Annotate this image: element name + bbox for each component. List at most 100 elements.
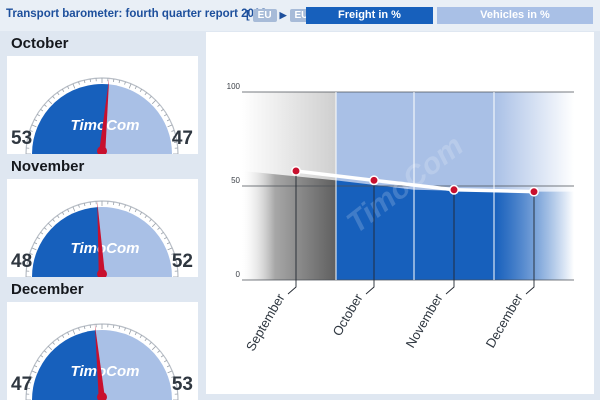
gauge-tick	[62, 335, 64, 338]
gauge-tick	[135, 332, 136, 335]
gauge-tick	[32, 371, 37, 373]
arrow-right-icon: ▶	[280, 10, 287, 21]
gauge-tick	[149, 219, 151, 221]
gauge-tick	[164, 237, 167, 239]
gauge-freight-value: 47	[11, 374, 32, 396]
data-point	[292, 167, 300, 175]
chart-panel: 0 50 100 TimoCom September October November Dec…	[206, 32, 594, 394]
gauge-dial: TimoCom	[7, 56, 198, 154]
gauge-vehicles-value: 53	[172, 374, 193, 396]
gauge-tick	[44, 105, 46, 107]
gauge-box: TimoCom 47 53	[7, 302, 198, 400]
gauge-tick	[41, 232, 43, 234]
data-point	[370, 176, 378, 184]
gauge-tick	[62, 212, 64, 215]
gauge-tick	[135, 209, 136, 212]
gauge-tick	[168, 371, 173, 373]
gauge-tick	[140, 89, 142, 92]
gauge-tick	[152, 223, 156, 227]
gauge-panel-december: December TimoCom 47 53	[7, 278, 198, 302]
gauge-tick	[161, 232, 163, 234]
gauge-tick	[41, 355, 43, 357]
gauge-tick	[119, 203, 120, 206]
gauge-tick	[158, 351, 160, 353]
legend-vehicles: Vehicles in %	[437, 7, 593, 24]
gauge-tick	[84, 326, 85, 329]
gauge-tick	[79, 328, 80, 331]
gauge-tick	[129, 84, 131, 89]
gauge-month: October	[7, 32, 198, 56]
gauge-box: TimoCom 53 47	[7, 56, 198, 154]
gauge-tick	[48, 346, 52, 350]
gauge-tick	[79, 205, 80, 208]
x-tick-label: December	[483, 290, 526, 350]
y-tick-label: 50	[231, 176, 240, 185]
gauge-freight-value: 53	[11, 128, 32, 150]
gauge-tick	[73, 84, 75, 89]
gauge-tick	[53, 342, 55, 344]
gauge-tick	[145, 216, 147, 218]
legend-freight: Freight in %	[306, 7, 433, 24]
x-tick-label: November	[403, 290, 446, 350]
data-point	[530, 187, 538, 195]
gauge-tick	[161, 109, 163, 111]
gauge-tick	[84, 203, 85, 206]
gauge-tick	[34, 365, 37, 366]
gauge-tick	[73, 330, 75, 335]
gauge-tick	[73, 207, 75, 212]
gauge-tick	[34, 242, 37, 243]
gauge-tick	[32, 248, 37, 250]
gauge-tick	[84, 80, 85, 83]
gauge-month: November	[7, 155, 198, 179]
gauge-tick	[67, 332, 68, 335]
gauge-tick	[119, 80, 120, 83]
gauge-tick	[32, 125, 37, 127]
gauge-tick	[149, 342, 151, 344]
gauge-tick	[125, 328, 126, 331]
gauge-tick	[140, 335, 142, 338]
page-title: Transport barometer: fourth quarter repo…	[6, 8, 267, 20]
gauge-tick	[41, 109, 43, 111]
gauge-tick	[135, 86, 136, 89]
gauge-tick	[125, 205, 126, 208]
gauge-tick	[67, 209, 68, 212]
gauge-tick	[167, 242, 170, 243]
gauge-tick	[53, 96, 55, 98]
gauge-tick	[37, 360, 40, 362]
freight-area-band	[242, 171, 336, 280]
gauge-tick	[34, 119, 37, 120]
gauge-tick	[164, 360, 167, 362]
y-tick-label: 0	[236, 270, 241, 279]
gauge-tick	[167, 365, 170, 366]
gauge-tick	[129, 207, 131, 212]
gauge-tick	[145, 339, 147, 341]
gauge-tick	[158, 105, 160, 107]
gauge-box: TimoCom 48 52	[7, 179, 198, 277]
gauge-tick	[37, 114, 40, 116]
gauge-tick	[140, 212, 142, 215]
gauge-tick	[57, 93, 59, 95]
gauge-dial: TimoCom	[7, 302, 198, 400]
x-tick-label: September	[243, 290, 288, 353]
x-tick-label: October	[329, 290, 365, 338]
gauge-panel-november: November TimoCom 48 52	[7, 155, 198, 179]
gauge-tick	[168, 248, 173, 250]
region-from: EU	[253, 9, 277, 22]
gauge-tick	[152, 346, 156, 350]
gauge-tick	[79, 82, 80, 85]
gauge-tick	[152, 100, 156, 104]
gauge-tick	[161, 355, 163, 357]
gauge-tick	[67, 86, 68, 89]
gauge-dial: TimoCom	[7, 179, 198, 277]
gauge-tick	[44, 228, 46, 230]
y-tick-label: 100	[227, 82, 241, 91]
data-point	[450, 186, 458, 194]
gauge-month: December	[7, 278, 198, 302]
gauge-tick	[158, 228, 160, 230]
gauge-tick	[37, 237, 40, 239]
gauge-tick	[57, 216, 59, 218]
gauge-tick	[164, 114, 167, 116]
gauge-tick	[129, 330, 131, 335]
gauge-panel-october: October TimoCom 53 47	[7, 32, 198, 56]
